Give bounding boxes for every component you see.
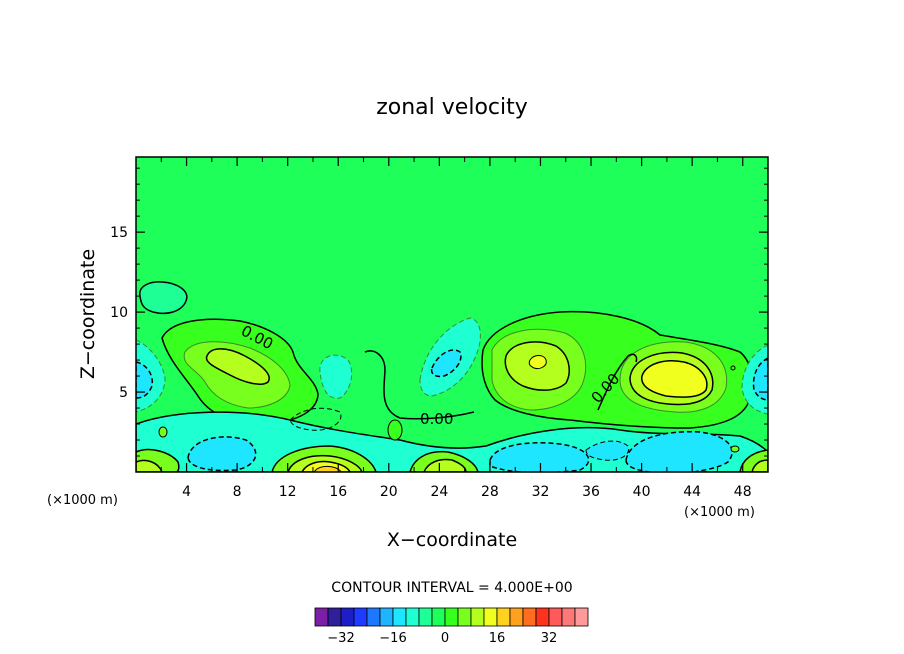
contour-region — [158, 426, 168, 438]
colorbar-swatch — [327, 607, 342, 627]
colorbar-tick-label: 0 — [441, 631, 449, 646]
x-tick-label: 4 — [182, 484, 191, 500]
colorbar-tick-label: −16 — [379, 631, 406, 646]
y-tick-label: 10 — [110, 305, 128, 321]
contour-region — [585, 440, 630, 461]
x-tick-label: 48 — [734, 484, 752, 500]
colorbar-swatch — [496, 607, 511, 627]
colorbar-swatch — [340, 607, 355, 627]
x-tick-label: 36 — [582, 484, 600, 500]
y-tick-label: 5 — [119, 385, 128, 401]
colorbar-swatch — [314, 607, 329, 627]
colorbar-swatch — [379, 607, 394, 627]
contour-region — [319, 354, 353, 399]
colorbar-swatch — [353, 607, 368, 627]
y-tick-labels: 5 10 15 — [110, 225, 128, 401]
contour-interval-text: CONTOUR INTERVAL = 4.000E+00 — [331, 580, 572, 596]
contour-region — [139, 281, 188, 315]
colorbar-swatch — [457, 607, 472, 627]
contour-region — [664, 450, 708, 472]
contour-fields — [136, 281, 768, 472]
y-tick-label: 15 — [110, 225, 128, 241]
colorbar-swatch — [561, 607, 576, 627]
colorbar-swatch — [444, 607, 459, 627]
x-tick-labels: 4 8 12 16 20 24 28 32 36 40 44 48 — [182, 484, 752, 500]
contour-region — [752, 357, 768, 401]
contour-region — [289, 407, 342, 431]
x-tick-label: 12 — [279, 484, 297, 500]
x-unit-left: (×1000 m) — [47, 493, 118, 508]
colorbar-swatch — [535, 607, 550, 627]
axis-ticks — [136, 157, 768, 472]
contour-region — [387, 419, 403, 441]
x-tick-label: 16 — [329, 484, 347, 500]
contour-region — [136, 361, 154, 399]
contour-region — [187, 436, 257, 472]
contour-region — [528, 355, 547, 369]
contour-region — [730, 365, 736, 371]
colorbar-tick-label: 32 — [541, 631, 558, 646]
chart-title: zonal velocity — [376, 95, 528, 120]
contour-label: 0.00 — [420, 410, 453, 428]
colorbar-swatch — [522, 607, 537, 627]
contour-region — [205, 348, 270, 385]
colorbar-labels: −32 −16 0 16 32 — [327, 631, 557, 646]
colorbar-swatch — [470, 607, 485, 627]
contour-region — [489, 442, 590, 472]
colorbar-swatch — [548, 607, 563, 627]
colorbar-swatch — [392, 607, 407, 627]
contour-region — [641, 360, 708, 398]
colorbar-swatch — [483, 607, 498, 627]
contour-region — [364, 350, 475, 420]
colorbar-tick-label: −32 — [327, 631, 354, 646]
contour-region — [597, 353, 638, 411]
colorbar-tick-label: 16 — [489, 631, 506, 646]
colorbar-swatch — [431, 607, 446, 627]
colorbar-swatch — [366, 607, 381, 627]
y-axis-label: Z−coordinate — [77, 249, 99, 379]
plot-frame — [135, 156, 769, 473]
x-tick-label: 8 — [233, 484, 242, 500]
x-tick-label: 40 — [633, 484, 651, 500]
contour-region — [751, 459, 768, 472]
x-tick-label: 44 — [683, 484, 701, 500]
contour-region — [430, 349, 462, 378]
x-axis-label: X−coordinate — [387, 529, 517, 551]
plot-area: 0.00 0.00 0.00 — [135, 156, 769, 473]
x-tick-label: 28 — [481, 484, 499, 500]
x-tick-label: 32 — [532, 484, 550, 500]
colorbar-swatch — [405, 607, 420, 627]
contour-region — [136, 459, 163, 472]
contour-region — [423, 458, 467, 472]
colorbar-swatch — [574, 607, 589, 627]
x-tick-label: 20 — [380, 484, 398, 500]
contour-region — [730, 445, 740, 453]
colorbar-swatch — [509, 607, 524, 627]
x-unit-right: (×1000 m) — [684, 505, 755, 520]
x-tick-label: 24 — [430, 484, 448, 500]
colorbar-swatch — [418, 607, 433, 627]
colorbar — [314, 607, 589, 627]
